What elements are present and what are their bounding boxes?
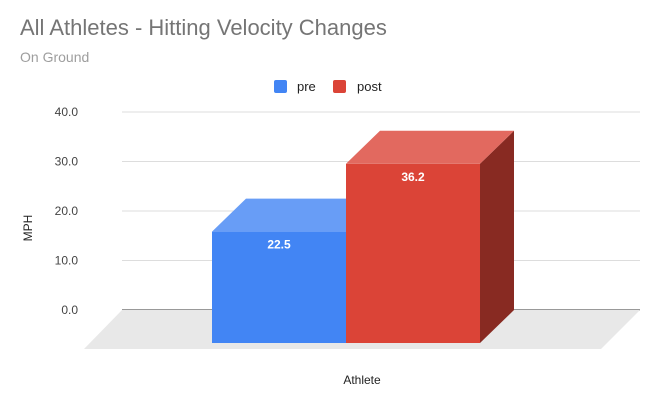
chart-subtitle: On Ground (20, 49, 90, 65)
legend-label-pre: pre (297, 79, 316, 94)
y-tick-label: 0.0 (61, 303, 78, 317)
y-tick-label: 30.0 (55, 155, 79, 169)
legend-label-post: post (357, 79, 382, 94)
legend-swatch-post (333, 80, 346, 93)
bar-top-pre (212, 198, 380, 232)
y-tick-label: 20.0 (55, 204, 79, 218)
bar-side-post (480, 130, 514, 343)
bar-top-post (346, 130, 514, 164)
bar-front-post (346, 163, 480, 343)
y-tick-label: 10.0 (55, 254, 79, 268)
x-axis-label: Athlete (343, 373, 381, 387)
bar-post (346, 130, 514, 343)
bar-front-pre (212, 231, 346, 343)
data-label-post: 36.2 (401, 170, 425, 184)
y-axis-label: MPH (21, 215, 35, 242)
chart-title: All Athletes - Hitting Velocity Changes (20, 15, 387, 40)
data-label-pre: 22.5 (267, 238, 291, 252)
legend: pre post (274, 79, 382, 94)
bars (212, 130, 514, 343)
data-labels: 22.5 36.2 (267, 170, 425, 252)
y-tick-label: 40.0 (55, 105, 79, 119)
legend-swatch-pre (274, 80, 287, 93)
